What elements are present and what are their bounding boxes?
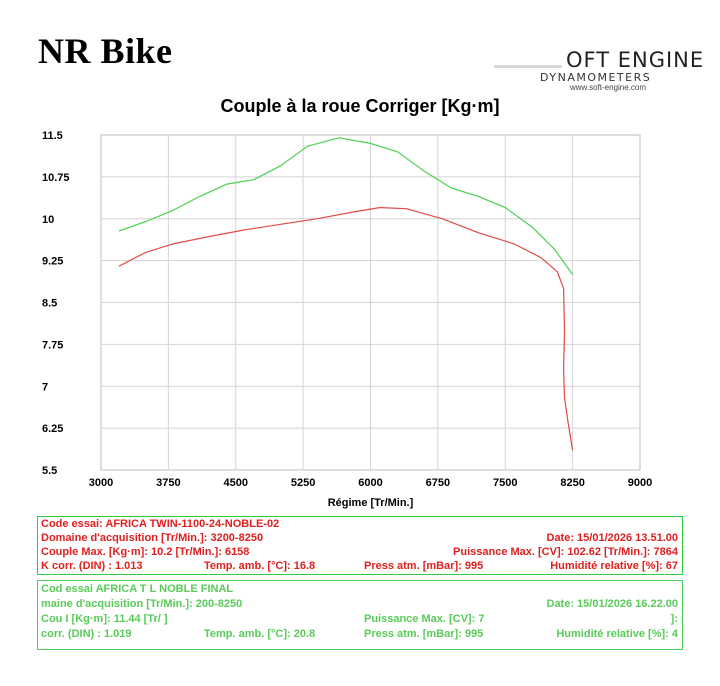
- x-tick-label: 6000: [358, 477, 382, 489]
- x-tick-label: 8250: [560, 477, 584, 489]
- logo-name: OFT ENGINE: [566, 48, 705, 72]
- torque-chart: 3000 3750 4500 5250 6000 6750 7500 8250 9000 11.5…: [42, 130, 652, 509]
- series-line-1: [118, 207, 574, 451]
- brand-title: NR Bike: [38, 31, 173, 71]
- y-tick-label: 11.5: [42, 130, 63, 142]
- info-field-left: Code essai: AFRICA TWIN-1100-24-NOBLE-02: [41, 518, 280, 530]
- info-field-right: Humidité relative [%]: 4: [556, 628, 678, 640]
- x-axis-label: Régime [Tr/Min.]: [328, 497, 414, 509]
- info-row: Cou I [Kg·m]: 11.44 [Tr/ ] Puissance Max.…: [38, 613, 682, 627]
- info-field-mid2: Press atm. [mBar]: 995: [364, 628, 484, 640]
- info-field-mid1: Temp. amb. [°C]: 16.8: [204, 560, 316, 572]
- info-field-left: Domaine d'acquisition [Tr/Min.]: 3200-82…: [41, 532, 264, 544]
- info-field-right: Date: 15/01/2026 13.51.00: [546, 532, 679, 544]
- info-field-left: K corr. (DIN) : 1.013: [41, 560, 143, 572]
- logo-subtitle: DYNAMOMETERS: [540, 71, 652, 84]
- info-field-left: corr. (DIN) : 1.019: [41, 628, 132, 640]
- info-row: Couple Max. [Kg·m]: 10.2 [Tr/Min.]: 6158…: [38, 546, 682, 560]
- chart-title: Couple à la roue Corriger [Kg·m]: [220, 96, 500, 116]
- info-field-left: maine d'acquisition [Tr/Min.]: 200-8250: [41, 598, 243, 610]
- y-tick-label: 6.25: [42, 423, 63, 435]
- info-box-run-1: Code essai: AFRICA TWIN-1100-24-NOBLE-02…: [37, 516, 683, 575]
- x-tick-label: 3000: [89, 477, 113, 489]
- series-line-2: [118, 137, 574, 275]
- y-tick-label: 8.5: [42, 298, 57, 310]
- y-tick-label: 7: [42, 381, 48, 393]
- x-tick-label: 6750: [426, 477, 450, 489]
- info-field-left: Cou I [Kg·m]: 11.44 [Tr/ ]: [41, 613, 168, 625]
- y-tick-label: 10: [42, 214, 54, 226]
- info-field-right: ]:: [670, 613, 678, 625]
- info-field-mid1: Temp. amb. [°C]: 20.8: [204, 628, 316, 640]
- info-row: corr. (DIN) : 1.019 Temp. amb. [°C]: 20.8…: [38, 628, 682, 642]
- y-tick-label: 7.75: [42, 339, 63, 351]
- logo-url: www.soft-engine.com: [570, 83, 647, 92]
- info-box-run-2: Cod essai AFRICA T L NOBLE FINAL maine d…: [37, 580, 683, 650]
- info-row: K corr. (DIN) : 1.013 Temp. amb. [°C]: 16…: [38, 560, 682, 574]
- info-row: maine d'acquisition [Tr/Min.]: 200-8250 D…: [38, 598, 682, 612]
- info-row: Cod essai AFRICA T L NOBLE FINAL: [38, 583, 682, 597]
- x-tick-label: 7500: [493, 477, 517, 489]
- x-tick-label: 4500: [224, 477, 248, 489]
- info-field-mid2: Press atm. [mBar]: 995: [364, 560, 484, 572]
- info-row: Code essai: AFRICA TWIN-1100-24-NOBLE-02: [38, 518, 682, 532]
- info-field-right: Puissance Max. [CV]: 102.62 [Tr/Min.]: 7…: [453, 546, 678, 558]
- info-row: Domaine d'acquisition [Tr/Min.]: 3200-82…: [38, 532, 682, 546]
- y-tick-label: 10.75: [42, 172, 70, 184]
- x-tick-label: 5250: [291, 477, 315, 489]
- logo-bar: [494, 65, 562, 68]
- soft-engine-logo: OFT ENGINE DYNAMOMETERS www.soft-engine.…: [494, 48, 703, 96]
- y-tick-label: 9.25: [42, 256, 63, 268]
- info-field-right: Humidité relative [%]: 67: [550, 560, 678, 572]
- info-field-right: Date: 15/01/2026 16.22.00: [546, 598, 679, 610]
- x-tick-label: 9000: [628, 477, 652, 489]
- info-field-left: Cod essai AFRICA T L NOBLE FINAL: [41, 583, 234, 595]
- y-tick-label: 5.5: [42, 465, 57, 477]
- x-tick-label: 3750: [156, 477, 180, 489]
- info-field-left: Couple Max. [Kg·m]: 10.2 [Tr/Min.]: 6158: [41, 546, 250, 558]
- info-field-mid2: Puissance Max. [CV]: 7: [364, 613, 485, 625]
